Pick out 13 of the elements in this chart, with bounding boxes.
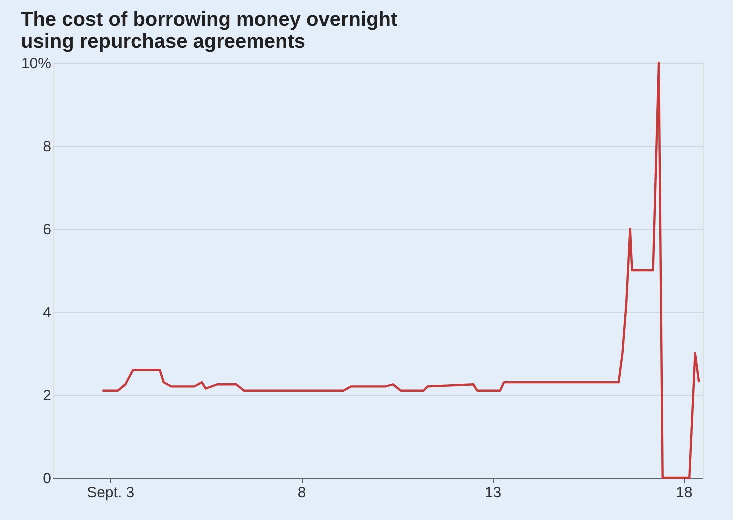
y-tick-label: 4 [43,304,52,322]
x-tick-label: 18 [676,484,693,502]
y-tick-label: 0 [43,470,52,488]
y-tick-label: 8 [43,138,52,156]
text: The cost of borrowing money overnight [20,9,398,31]
y-tick-label: 10% [21,56,52,72]
y-tick-label: 6 [43,222,52,238]
x-tick-label: Sept. 3 [87,484,135,502]
x-tick-label: 13 [484,484,502,502]
text: using repurchase agreements [20,31,306,53]
x-tick-label: 8 [298,484,306,502]
y-tick-label: 2 [43,388,52,404]
line-series [102,62,700,480]
